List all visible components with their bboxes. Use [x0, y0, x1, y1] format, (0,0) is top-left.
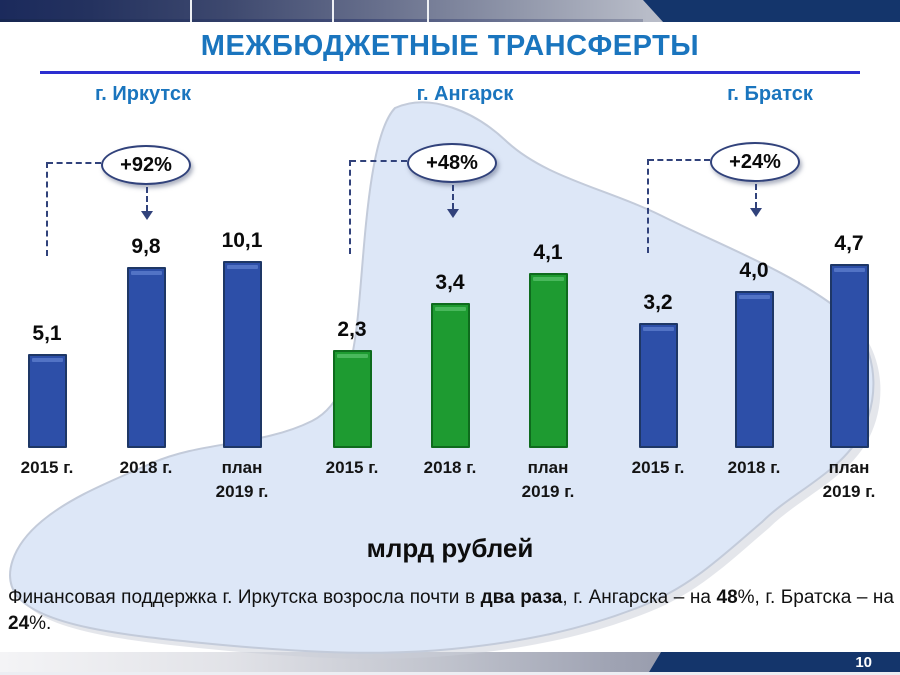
category-label: 2018 г.: [689, 456, 819, 480]
footnote-segment: , г. Ангарска – на: [562, 587, 717, 608]
bar: [829, 264, 869, 448]
top-banner-separator: [190, 0, 192, 22]
category-label-line: план: [221, 458, 263, 477]
callout-dash-line-vertical: [349, 160, 351, 254]
category-label: план 2019 г.: [177, 456, 307, 504]
category-label: 2015 г.: [0, 456, 112, 480]
category-label: 2015 г.: [593, 456, 723, 480]
bottom-banner-strip: [0, 672, 900, 675]
bar-value-label: 2,3: [337, 318, 367, 341]
city-header: г. Иркутск: [94, 83, 192, 105]
category-label-line: 2015 г.: [325, 458, 379, 477]
callout-dash-line-vertical: [46, 162, 48, 256]
bar-value-label: 3,2: [643, 291, 673, 314]
category-label-line: 2019 г.: [215, 482, 269, 501]
category-label-line: 2019 г.: [521, 482, 575, 501]
category-label-line: план: [527, 458, 569, 477]
callout-dash-line-horizontal: [47, 162, 101, 164]
callout-arrow-head: [447, 209, 459, 218]
category-label: 2018 г.: [385, 456, 515, 480]
bar: [126, 267, 166, 448]
callout-dash-line-vertical: [647, 159, 649, 253]
bar-value-label: 10,1: [221, 229, 263, 252]
category-label-line: 2015 г.: [631, 458, 685, 477]
bar-value-label: 5,1: [32, 322, 62, 345]
top-banner-shadow-line: [0, 19, 643, 22]
bar: [734, 291, 774, 448]
bar: [638, 323, 678, 448]
growth-callout: +92%: [101, 145, 191, 185]
category-label-line: 2018 г.: [119, 458, 173, 477]
callout-arrow-head: [141, 211, 153, 220]
category-label: 2018 г.: [81, 456, 211, 480]
bar-value-label: 9,8: [131, 235, 161, 258]
bar-top-highlight: [130, 271, 162, 275]
footnote-segment: Финансовая поддержка г. Иркутска возросл…: [8, 587, 481, 608]
bar-top-highlight: [31, 358, 63, 362]
slide-title: МЕЖБЮДЖЕТНЫЕ ТРАНСФЕРТЫ: [200, 30, 700, 62]
top-banner-separator: [332, 0, 334, 22]
axis-unit-label: млрд рублей: [366, 533, 534, 563]
top-banner-separator: [427, 0, 429, 22]
growth-callout: +48%: [407, 143, 497, 183]
page-number: 10: [855, 654, 872, 671]
bar: [430, 303, 470, 448]
bar-top-highlight: [336, 354, 368, 358]
bar-top-highlight: [738, 295, 770, 299]
bar: [222, 261, 262, 448]
callout-dash-line-horizontal: [648, 159, 710, 161]
bar-top-highlight: [642, 327, 674, 331]
title-underline: [40, 71, 860, 74]
footnote-segment: %, г. Братска – на: [737, 587, 894, 608]
bottom-banner-navy-wedge: [649, 652, 900, 672]
category-label-line: 2015 г.: [20, 458, 74, 477]
footnote-segment: %.: [29, 613, 52, 634]
callout-arrow-stem: [755, 184, 757, 208]
bar: [528, 273, 568, 448]
category-label: 2015 г.: [287, 456, 417, 480]
bar: [332, 350, 372, 448]
category-label-line: 2019 г.: [822, 482, 876, 501]
bar-value-label: 4,0: [739, 259, 769, 282]
callout-dash-line-horizontal: [350, 160, 407, 162]
category-label-line: план: [828, 458, 870, 477]
bar-top-highlight: [532, 277, 564, 281]
bar-value-label: 4,1: [533, 241, 563, 264]
growth-callout: +24%: [710, 142, 800, 182]
city-header: г. Братск: [727, 83, 813, 105]
bar-top-highlight: [434, 307, 466, 311]
category-label-line: 2018 г.: [727, 458, 781, 477]
footnote-bold-segment: 48: [716, 587, 738, 608]
city-header: г. Ангарск: [416, 83, 514, 105]
footnote-bold-segment: 24: [8, 613, 30, 634]
top-banner-navy-wedge: [643, 0, 900, 22]
callout-arrow-head: [750, 208, 762, 217]
footnote-bold-segment: два раза: [480, 587, 563, 608]
bar-value-label: 3,4: [435, 271, 465, 294]
bar: [27, 354, 67, 448]
footnote-text: Финансовая поддержка г. Иркутска возросл…: [8, 585, 894, 637]
bar-top-highlight: [226, 265, 258, 269]
callout-arrow-stem: [146, 187, 148, 211]
category-label-line: 2018 г.: [423, 458, 477, 477]
bar-value-label: 4,7: [834, 232, 864, 255]
bar-top-highlight: [833, 268, 865, 272]
callout-arrow-stem: [452, 185, 454, 209]
category-label: план 2019 г.: [483, 456, 613, 504]
category-label: план 2019 г.: [784, 456, 900, 504]
